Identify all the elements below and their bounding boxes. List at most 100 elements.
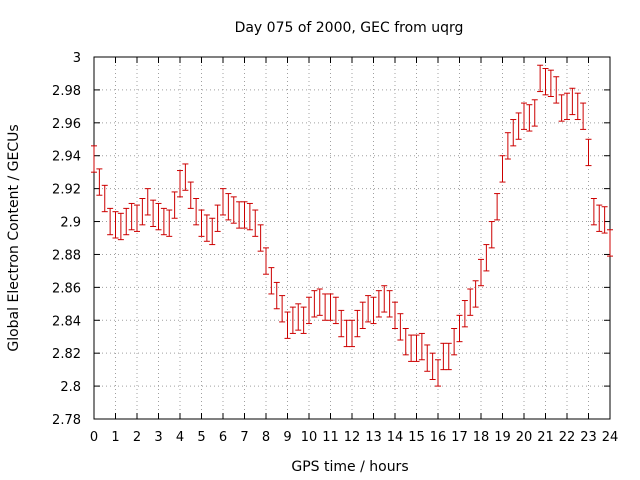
- data-point: [359, 301, 366, 329]
- x-tick-label: 0: [90, 430, 98, 445]
- data-point: [397, 313, 404, 341]
- data-point: [289, 306, 296, 334]
- data-point: [590, 198, 597, 226]
- data-point: [225, 193, 232, 221]
- data-point: [504, 132, 511, 160]
- data-point: [418, 332, 425, 361]
- data-point: [424, 344, 431, 372]
- data-point: [574, 92, 581, 121]
- data-point: [564, 92, 570, 121]
- data-point: [585, 138, 592, 167]
- data-point: [467, 288, 474, 316]
- x-tick-label: 4: [176, 430, 184, 445]
- x-tick-label: 9: [283, 430, 291, 445]
- data-point: [435, 359, 441, 387]
- data-point: [203, 214, 210, 242]
- data-point: [96, 168, 103, 196]
- data-point: [273, 281, 280, 310]
- data-point: [451, 328, 458, 356]
- data-point: [542, 68, 549, 96]
- data-point: [160, 207, 167, 236]
- x-tick-labels: 0 1 2 3 4 5 6 7 8 9 10 11 12 13 14 15 16 17 18 19 20 21 22 23 24: [90, 430, 618, 445]
- x-tick-label: 7: [240, 430, 248, 445]
- x-tick-label: 1: [111, 430, 119, 445]
- data-point: [144, 188, 151, 216]
- data-point: [515, 112, 522, 140]
- data-point: [408, 334, 415, 362]
- y-tick-label: 2.82: [52, 347, 81, 362]
- y-tick-label: 2.86: [52, 281, 81, 296]
- data-point: [187, 181, 194, 209]
- x-tick-label: 5: [197, 430, 205, 445]
- axis-ticks: [93, 56, 611, 420]
- data-point: [386, 290, 393, 318]
- data-point: [327, 293, 334, 321]
- x-axis-label: GPS time / hours: [291, 459, 408, 475]
- y-tick-label: 2.84: [52, 314, 81, 329]
- data-point: [198, 209, 205, 237]
- data-point: [101, 184, 108, 213]
- data-point: [596, 204, 603, 232]
- data-point: [268, 267, 275, 295]
- x-tick-label: 12: [344, 430, 361, 445]
- y-tick-label: 2.92: [52, 183, 81, 198]
- y-tick-label: 3: [73, 51, 81, 66]
- x-tick-label: 16: [430, 430, 447, 445]
- y-tick-label: 2.94: [52, 150, 81, 165]
- data-point: [510, 119, 517, 147]
- data-point: [193, 198, 200, 226]
- data-point: [241, 201, 248, 229]
- data-point: [117, 212, 124, 241]
- data-point: [547, 69, 554, 97]
- data-point: [128, 202, 135, 231]
- data-point: [402, 328, 409, 356]
- data-point: [263, 247, 269, 275]
- x-tick-label: 23: [580, 430, 597, 445]
- data-point: [171, 191, 178, 219]
- y-tick-label: 2.98: [52, 84, 81, 99]
- data-point: [499, 155, 506, 183]
- data-point: [338, 309, 345, 338]
- data-point: [580, 102, 587, 130]
- x-tick-label: 22: [559, 430, 576, 445]
- data-point: [134, 204, 140, 232]
- data-point: [445, 342, 452, 371]
- data-point: [370, 296, 377, 325]
- data-point: [349, 319, 355, 348]
- data-point: [316, 288, 323, 316]
- data-point: [537, 64, 544, 93]
- data-point: [284, 311, 291, 339]
- y-tick-label: 2.9: [60, 216, 81, 231]
- data-point: [236, 201, 243, 229]
- data-point: [246, 202, 253, 231]
- x-tick-label: 15: [408, 430, 425, 445]
- data-point: [569, 87, 576, 116]
- grid: [94, 57, 610, 419]
- data-point: [375, 290, 382, 318]
- data-point: [413, 334, 420, 362]
- x-tick-label: 13: [365, 430, 382, 445]
- data-point: [558, 94, 565, 122]
- data-point: [209, 217, 216, 246]
- data-point: [429, 352, 436, 381]
- data-point: [601, 206, 608, 234]
- data-point: [107, 207, 114, 236]
- data-point: [461, 300, 468, 328]
- x-tick-label: 3: [154, 430, 162, 445]
- data-point: [112, 211, 119, 239]
- x-tick-label: 8: [262, 430, 270, 445]
- x-tick-label: 2: [133, 430, 141, 445]
- data-point: [295, 303, 302, 331]
- data-point: [300, 306, 307, 334]
- data-point: [440, 342, 447, 371]
- data-point: [252, 209, 259, 237]
- data-series: [91, 64, 613, 387]
- data-point: [306, 296, 312, 325]
- x-tick-label: 24: [602, 430, 619, 445]
- data-point: [166, 209, 173, 237]
- data-point: [322, 293, 329, 321]
- data-point: [472, 280, 479, 308]
- data-point: [177, 170, 183, 198]
- x-tick-label: 17: [451, 430, 468, 445]
- data-point: [155, 202, 162, 231]
